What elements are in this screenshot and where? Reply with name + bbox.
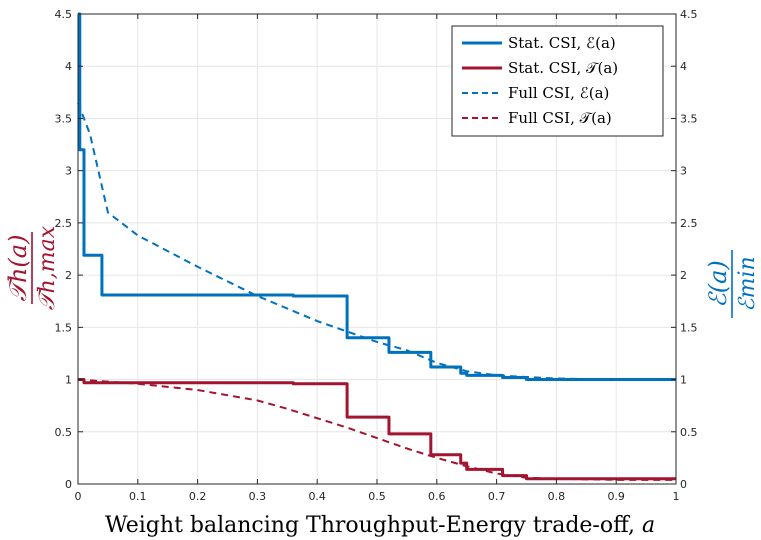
y-tick-label-right: 1.5 <box>680 321 698 334</box>
y-tick-label-left: 1 <box>65 374 72 387</box>
x-axis-label: Weight balancing Throughput-Energy trade… <box>105 513 655 538</box>
y-tick-label-left: 1.5 <box>55 321 73 334</box>
y-axis-label-right-num: ℰ(a) <box>704 260 732 308</box>
x-tick-label: 0.6 <box>428 490 446 503</box>
y-tick-label-right: 3 <box>680 165 687 178</box>
series-line-2 <box>77 102 676 381</box>
x-tick-label: 1 <box>673 490 680 503</box>
y-tick-label-left: 0.5 <box>55 426 73 439</box>
y-tick-label-right: 0 <box>680 478 687 491</box>
y-tick-label-left: 4 <box>65 60 72 73</box>
y-axis-label-left-num: 𝒯h(a) <box>4 235 32 302</box>
x-axis-label-var: a <box>642 513 655 538</box>
y-tick-label-left: 3.5 <box>55 112 73 125</box>
y-tick-label-left: 3 <box>65 165 72 178</box>
y-tick-label-left: 4.5 <box>55 8 73 21</box>
y-tick-label-right: 1 <box>680 374 687 387</box>
ticks: 0 0.1 0.2 0.3 0.4 0.5 0.6 0.7 0.8 0.9 10 00.5 0.51 11… <box>55 8 698 503</box>
y-axis-label-left: 𝒯h(a) 𝒯h,max <box>4 225 60 310</box>
legend: Stat. CSI, ℰ(a) Stat. CSI, 𝒯(a) Full CSI, … <box>451 25 664 137</box>
x-tick-label: 0.7 <box>488 490 506 503</box>
x-tick-label: 0.5 <box>368 490 386 503</box>
y-tick-label-right: 0.5 <box>680 426 698 439</box>
legend-label-3: Full CSI, 𝒯(a) <box>508 109 612 127</box>
x-tick-label: 0 <box>75 490 82 503</box>
legend-label-0: Stat. CSI, ℰ(a) <box>508 34 616 52</box>
x-tick-label: 0.8 <box>548 490 566 503</box>
y-axis-label-right: ℰ(a) ℰmin <box>704 250 760 318</box>
y-axis-label-left-den: 𝒯h,max <box>35 225 60 310</box>
series-line-0 <box>78 12 676 382</box>
x-tick-label: 0.2 <box>189 490 207 503</box>
y-tick-label-right: 3.5 <box>680 112 698 125</box>
y-axis-label-right-den: ℰmin <box>735 256 760 311</box>
y-tick-label-right: 4 <box>680 60 687 73</box>
legend-label-1: Stat. CSI, 𝒯(a) <box>508 59 618 77</box>
y-tick-label-right: 2.5 <box>680 217 698 230</box>
x-tick-label: 0.4 <box>308 490 326 503</box>
y-tick-label-left: 0 <box>65 478 72 491</box>
y-tick-label-left: 2.5 <box>55 217 73 230</box>
series-layer <box>77 12 676 481</box>
x-tick-label: 0.3 <box>249 490 267 503</box>
x-tick-label: 0.9 <box>607 490 625 503</box>
y-tick-label-right: 4.5 <box>680 8 698 21</box>
legend-label-2: Full CSI, ℰ(a) <box>508 84 609 102</box>
x-axis-label-text: Weight balancing Throughput-Energy trade… <box>105 513 642 538</box>
x-tick-label: 0.1 <box>129 490 147 503</box>
series-line-1 <box>78 378 676 481</box>
y-tick-label-left: 2 <box>65 269 72 282</box>
y-tick-label-right: 2 <box>680 269 687 282</box>
